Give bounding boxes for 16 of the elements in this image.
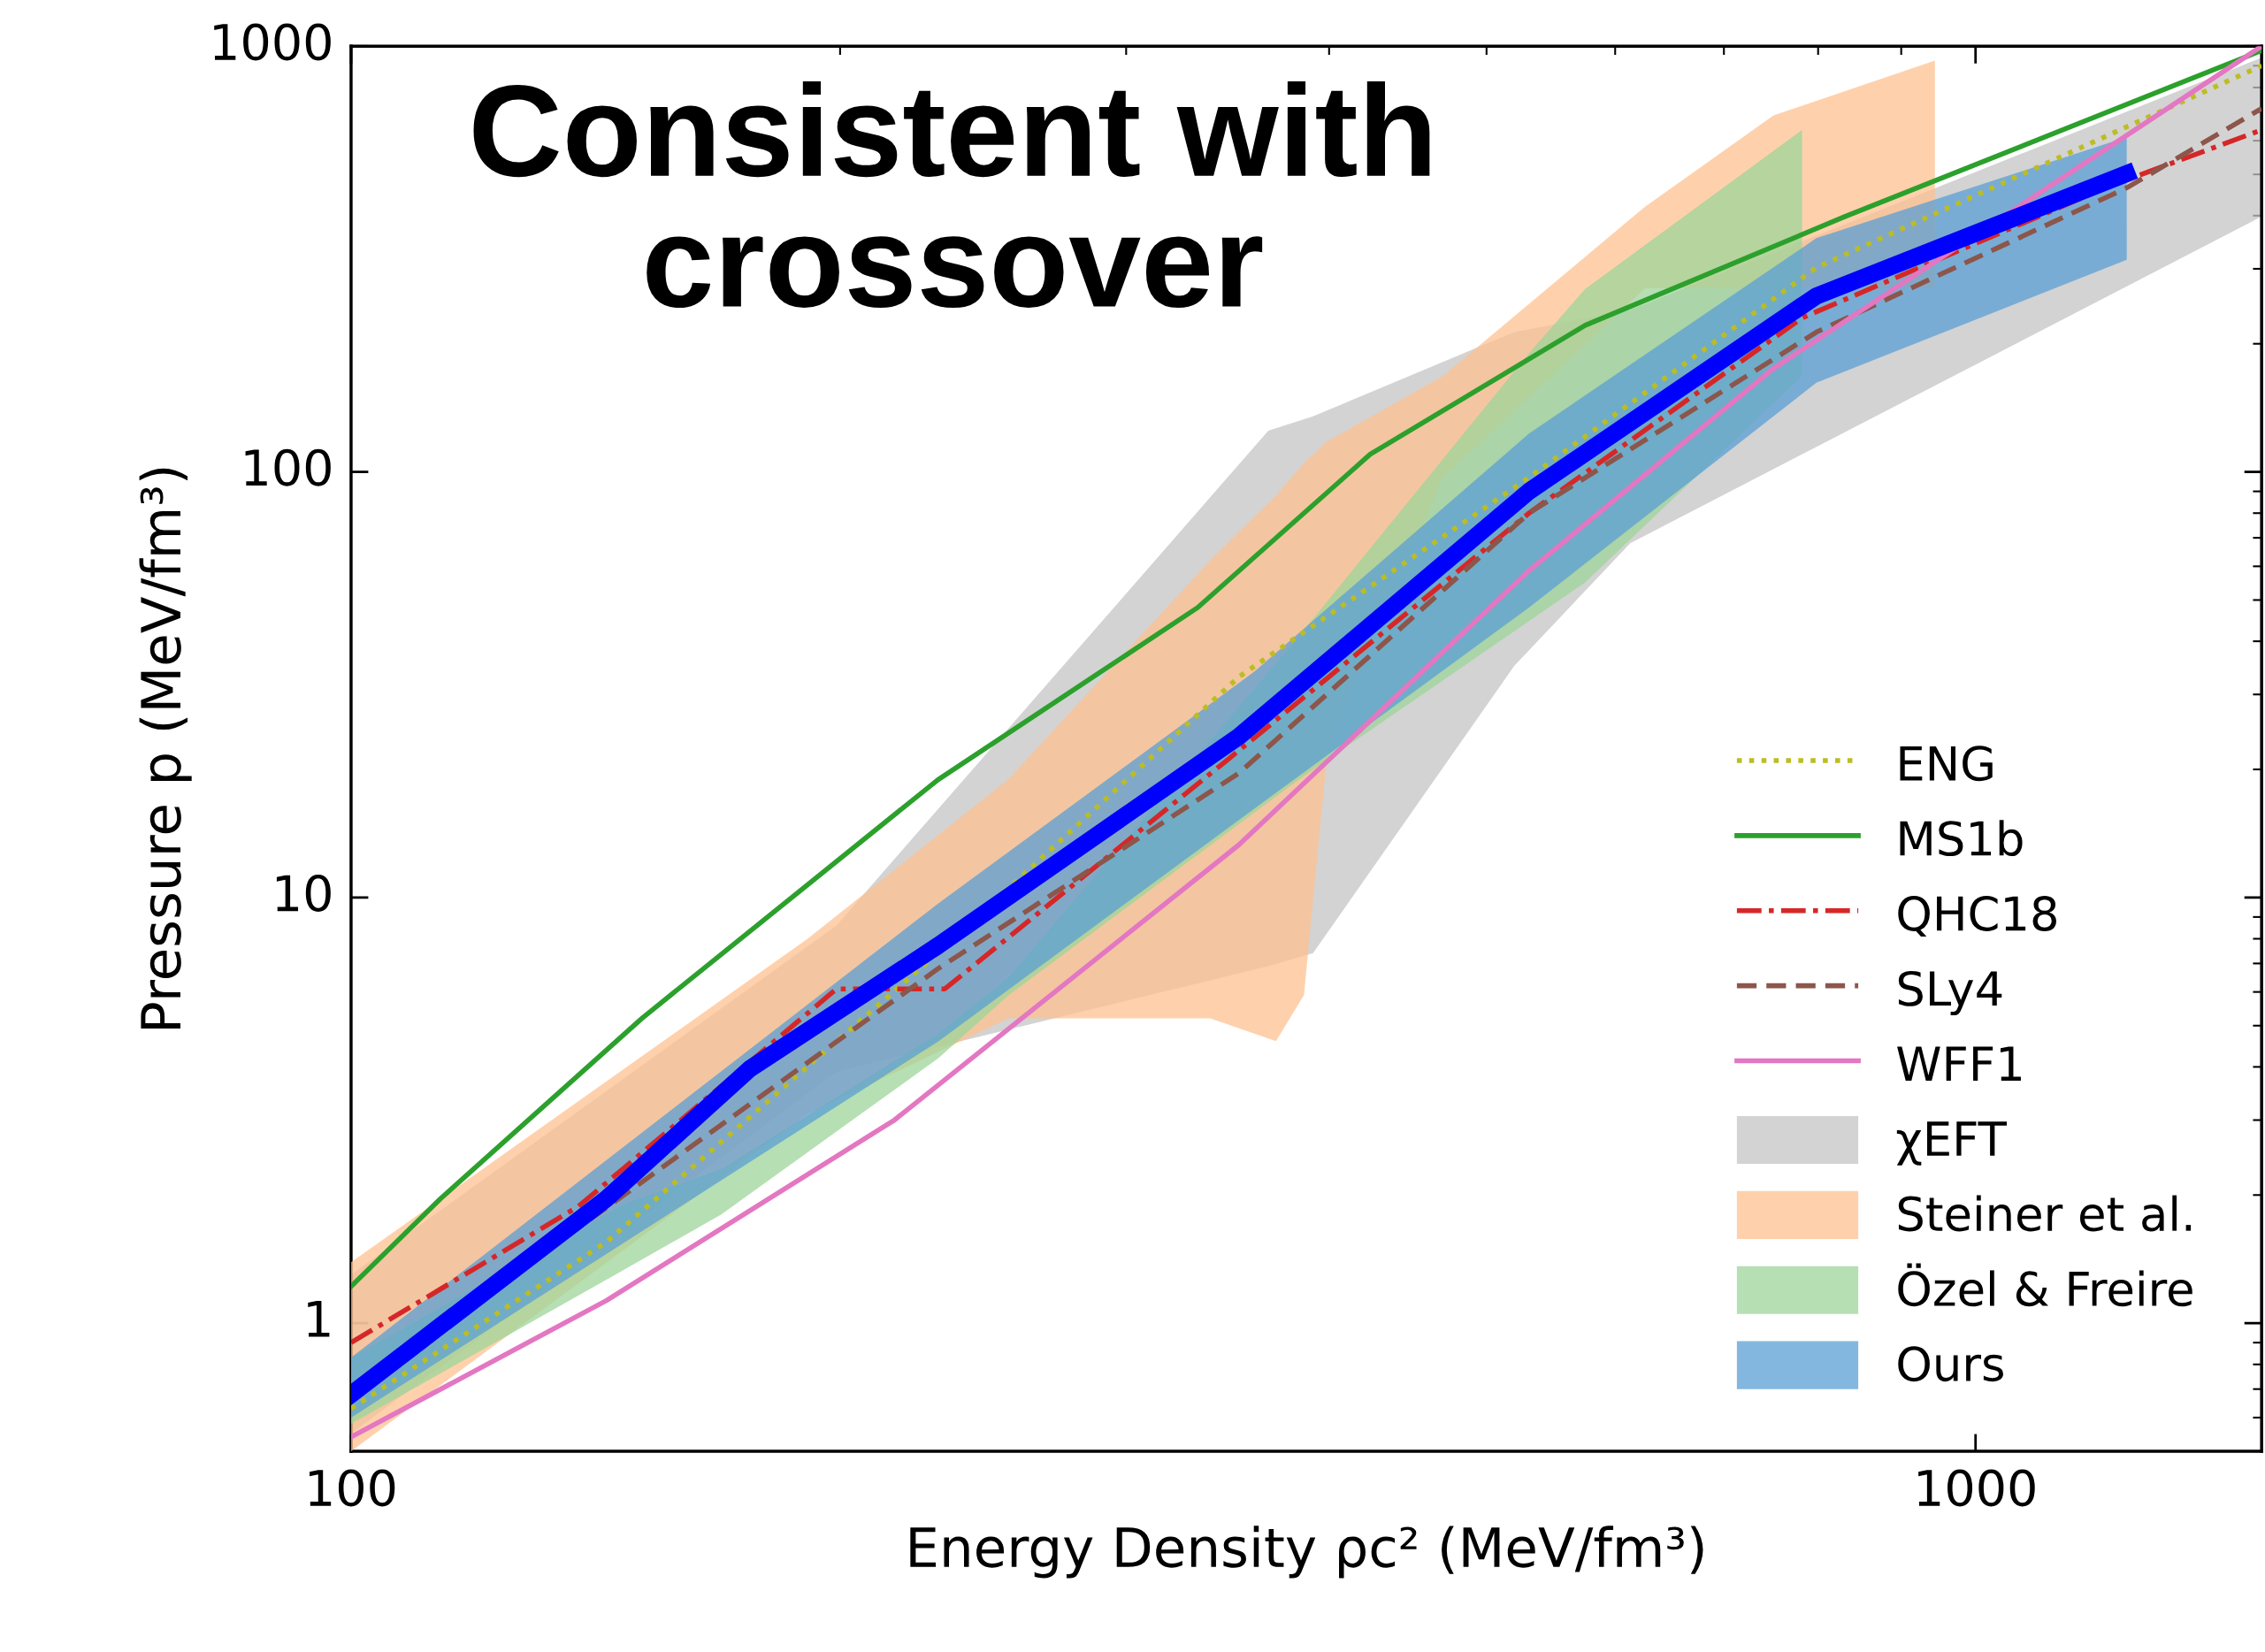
- y-tick-label: 10: [276, 874, 331, 912]
- legend-label: Ours: [1898, 1346, 2003, 1382]
- legend-label: QHC18: [1898, 896, 2056, 937]
- y-axis-title: Pressure p (MeV/fm³): [139, 468, 192, 1029]
- y-tick-label: 1000: [214, 23, 331, 61]
- x-axis-title: Energy Density ρc² (MeV/fm³): [910, 1526, 1703, 1579]
- legend-label: SLy4: [1898, 970, 2002, 1016]
- legend-label: WFF1: [1897, 1046, 2021, 1081]
- legend-label: χEFT: [1896, 1121, 2007, 1166]
- y-tick-label: 1: [308, 1300, 330, 1337]
- annotation: Consistent with crossover: [473, 81, 1430, 309]
- legend-label: MS1b: [1900, 820, 2023, 857]
- y-tick-label: 100: [245, 448, 331, 486]
- legend-label: Steiner et al.: [1898, 1195, 2192, 1232]
- legend-label: ENG: [1900, 746, 1993, 782]
- legend-label: Özel & Freire: [1898, 1263, 2192, 1307]
